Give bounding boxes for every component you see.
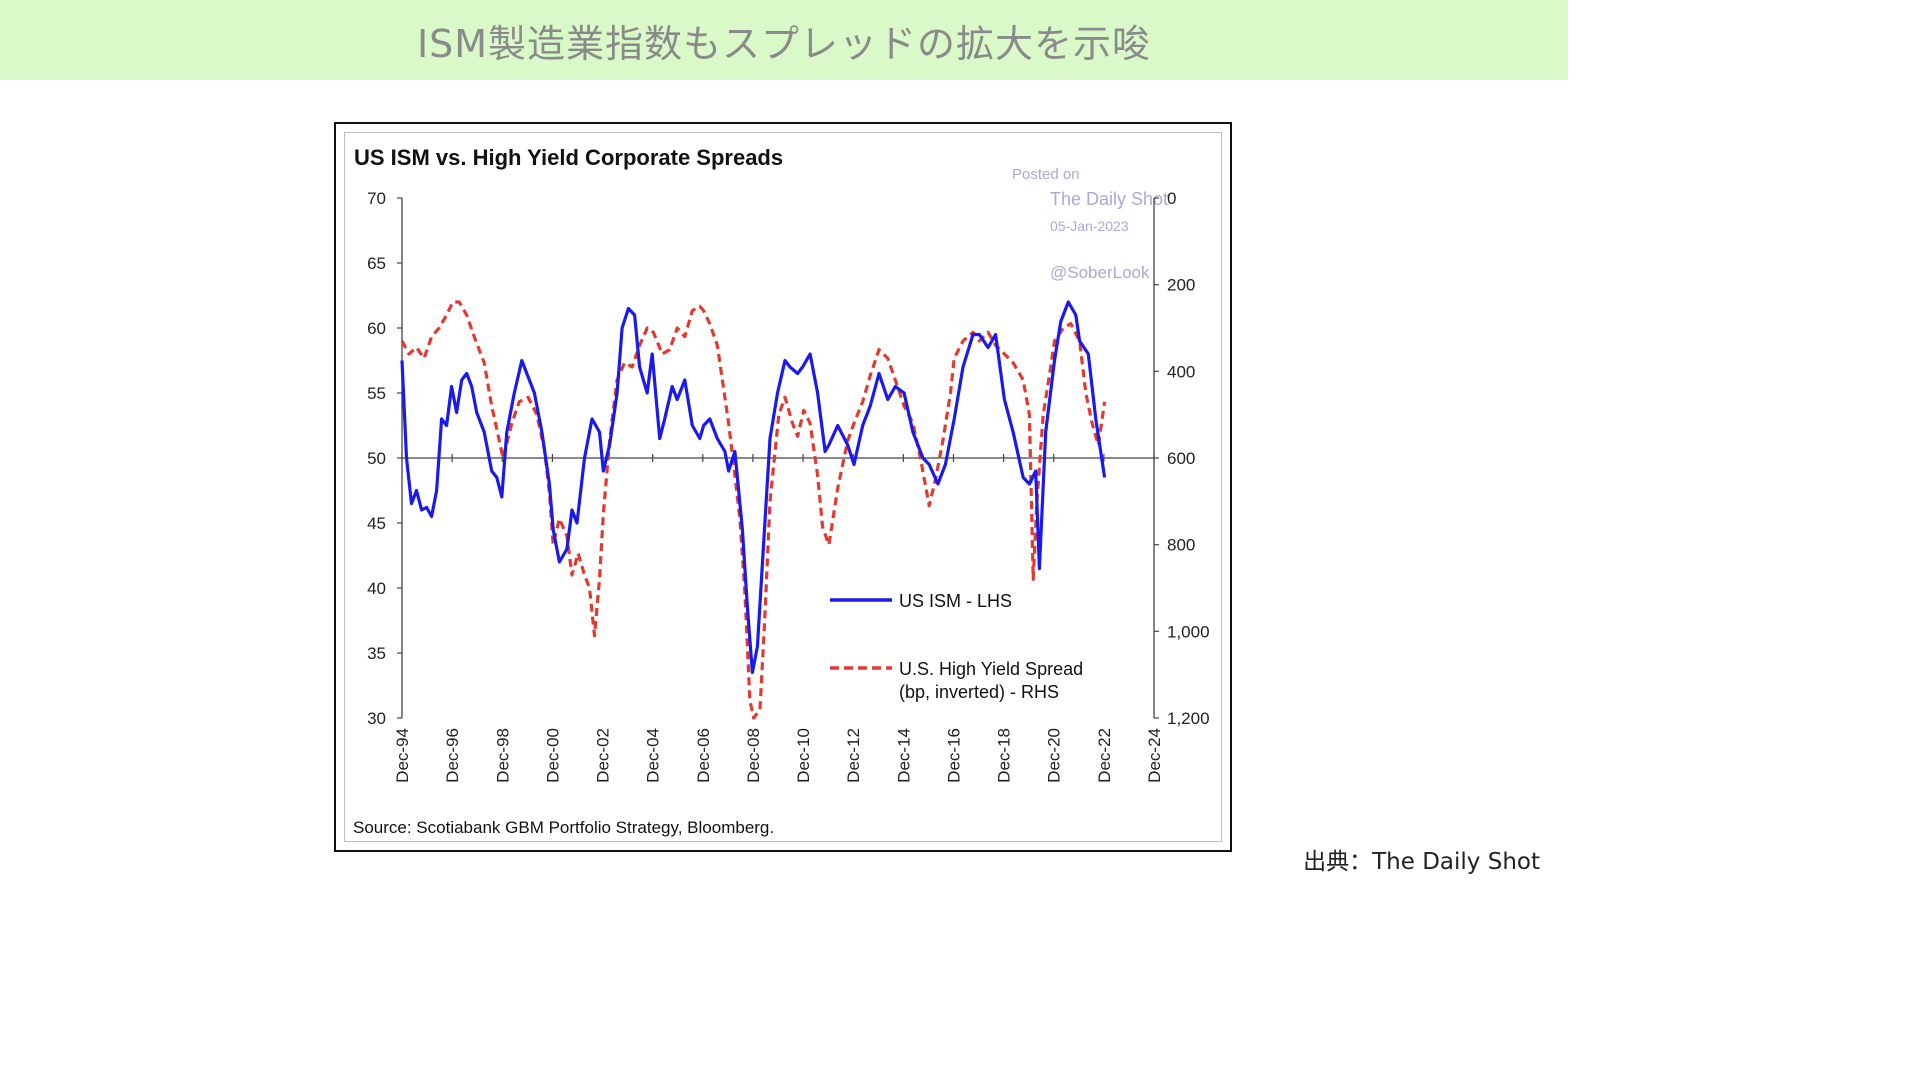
left-tick-label: 55 [367, 384, 386, 403]
x-tick-label: Dec-18 [995, 728, 1014, 783]
x-tick-label: Dec-08 [744, 728, 763, 783]
watermark-handle: @SoberLook [1050, 263, 1150, 282]
chart-svg: US ISM vs. High Yield Corporate Spreads … [353, 145, 1210, 837]
legend-spread-label-1: U.S. High Yield Spread [899, 659, 1083, 679]
x-tick-label: Dec-96 [443, 728, 462, 783]
left-tick-label: 30 [367, 709, 386, 728]
x-tick-label: Dec-98 [493, 728, 512, 783]
left-tick-label: 70 [367, 189, 386, 208]
x-tick-label: Dec-22 [1095, 728, 1114, 783]
left-tick-label: 45 [367, 514, 386, 533]
source-caption: 出典：The Daily Shot [1303, 849, 1540, 875]
x-tick-label: Dec-24 [1145, 728, 1164, 783]
chart-frame: US ISM vs. High Yield Corporate Spreads … [334, 122, 1232, 852]
left-tick-label: 35 [367, 644, 386, 663]
left-tick-label: 40 [367, 579, 386, 598]
series-group [400, 300, 1107, 720]
chart-source: Source: Scotiabank GBM Portfolio Strateg… [353, 818, 774, 837]
x-tick-label: Dec-10 [794, 728, 813, 783]
watermark-site: The Daily Shot [1050, 189, 1168, 209]
x-tick-label: Dec-14 [894, 728, 913, 783]
x-tick-label: Dec-04 [644, 728, 663, 783]
chart-title: US ISM vs. High Yield Corporate Spreads [354, 145, 783, 170]
right-tick-label: 600 [1167, 449, 1195, 468]
chart-border [344, 132, 1222, 842]
x-tick-label: Dec-00 [543, 728, 562, 783]
right-tick-label: 400 [1167, 362, 1195, 381]
legend: US ISM - LHS U.S. High Yield Spread (bp,… [830, 591, 1083, 702]
watermark-posted: Posted on [1012, 166, 1080, 183]
x-tick-label: Dec-16 [944, 728, 963, 783]
x-tick-label: Dec-06 [694, 728, 713, 783]
right-tick-label: 1,200 [1167, 709, 1210, 728]
right-tick-label: 0 [1167, 189, 1176, 208]
right-tick-label: 1,000 [1167, 622, 1210, 641]
right-tick-label: 200 [1167, 276, 1195, 295]
watermark-date: 05-Jan-2023 [1050, 218, 1129, 234]
slide-title: ISM製造業指数もスプレッドの拡大を示唆 [416, 21, 1152, 66]
left-tick-label: 65 [367, 254, 386, 273]
series-ism-line [400, 300, 1107, 675]
x-tick-label: Dec-94 [393, 728, 412, 783]
legend-ism-label: US ISM - LHS [899, 591, 1012, 611]
legend-spread-label-2: (bp, inverted) - RHS [899, 682, 1059, 702]
x-tick-label: Dec-02 [594, 728, 613, 783]
axes-group: 30 35 40 45 50 55 60 65 70 0 200 400 600 800 1,000 1,20… [367, 189, 1209, 783]
left-tick-label: 50 [367, 449, 386, 468]
x-tick-label: Dec-20 [1045, 728, 1064, 783]
x-tick-label: Dec-12 [844, 728, 863, 783]
right-tick-label: 800 [1167, 536, 1195, 555]
slide-banner: ISM製造業指数もスプレッドの拡大を示唆 [0, 0, 1568, 80]
left-tick-label: 60 [367, 319, 386, 338]
